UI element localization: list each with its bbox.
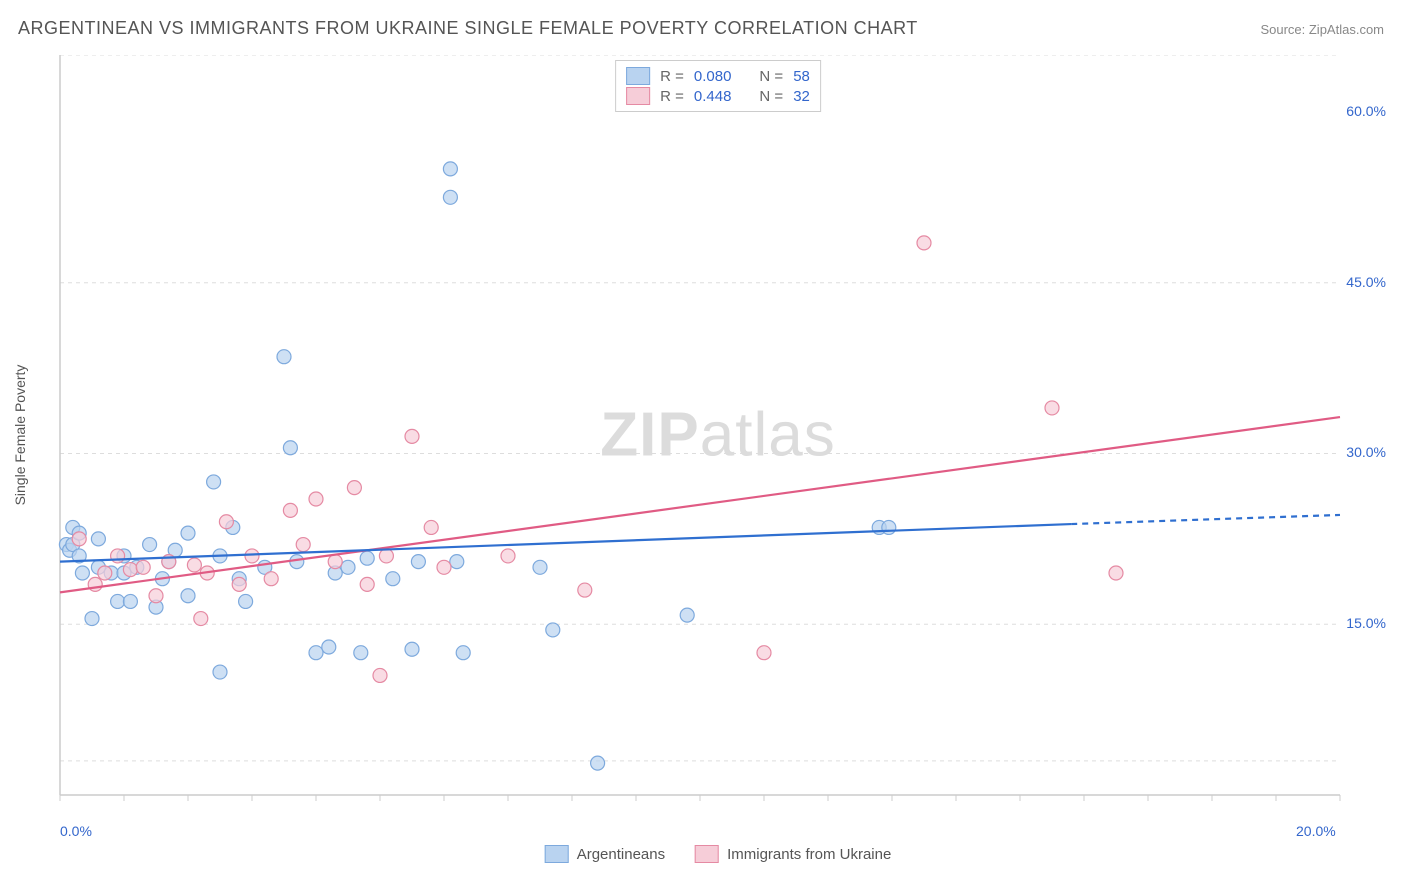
swatch-ukraine xyxy=(626,87,650,105)
legend-n-label: N = xyxy=(759,68,783,85)
chart-title: ARGENTINEAN VS IMMIGRANTS FROM UKRAINE S… xyxy=(18,18,918,39)
legend-item-ukraine: Immigrants from Ukraine xyxy=(695,845,891,863)
legend-label-ukraine: Immigrants from Ukraine xyxy=(727,846,891,863)
legend-item-argentineans: Argentineans xyxy=(545,845,665,863)
scatter-chart xyxy=(50,55,1386,815)
legend-r-label: R = xyxy=(660,88,684,105)
correlation-legend: R = 0.080 N = 58 R = 0.448 N = 32 xyxy=(615,60,821,112)
source-attribution: Source: ZipAtlas.com xyxy=(1260,22,1384,37)
x-tick-label: 0.0% xyxy=(60,823,92,839)
legend-row-ukraine: R = 0.448 N = 32 xyxy=(626,87,810,105)
y-axis-label: Single Female Poverty xyxy=(12,365,28,506)
swatch-argentineans xyxy=(545,845,569,863)
chart-container: Single Female Poverty ZIPatlas R = 0.080… xyxy=(50,55,1386,815)
series-legend: Argentineans Immigrants from Ukraine xyxy=(545,845,892,863)
legend-n-value-a: 58 xyxy=(793,68,810,85)
legend-r-label: R = xyxy=(660,68,684,85)
swatch-ukraine xyxy=(695,845,719,863)
legend-row-argentineans: R = 0.080 N = 58 xyxy=(626,67,810,85)
legend-n-label: N = xyxy=(759,88,783,105)
x-tick-label: 20.0% xyxy=(1296,823,1336,839)
legend-label-argentineans: Argentineans xyxy=(577,846,665,863)
swatch-argentineans xyxy=(626,67,650,85)
legend-n-value-u: 32 xyxy=(793,88,810,105)
legend-r-value-u: 0.448 xyxy=(694,88,732,105)
legend-r-value-a: 0.080 xyxy=(694,68,732,85)
